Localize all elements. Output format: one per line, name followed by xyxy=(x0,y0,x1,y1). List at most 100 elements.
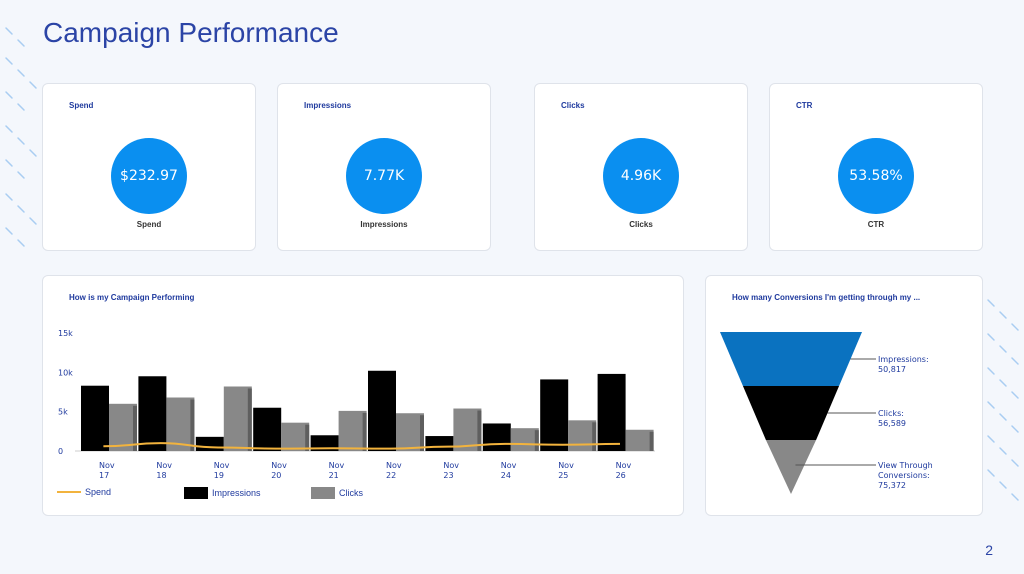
clicks-bar-edge xyxy=(649,431,654,451)
funnel-stage-value: 75,372 xyxy=(878,481,906,490)
legend-label: Clicks xyxy=(339,488,363,498)
x-tick-label-month: Nov xyxy=(271,461,287,470)
kpi-caption: CTR xyxy=(867,220,885,229)
kpi-value-circle: 53.58% xyxy=(838,138,914,214)
impressions-bar xyxy=(138,376,167,451)
y-tick-label: 5k xyxy=(58,408,68,417)
kpi-card-spend: Spend $232.97 Spend xyxy=(42,83,256,251)
x-tick-label-month: Nov xyxy=(329,461,345,470)
impressions-bar xyxy=(253,407,282,451)
legend-item-impressions[interactable]: Impressions xyxy=(184,487,261,499)
funnel-stage-label: Impressions: xyxy=(878,355,929,364)
impressions-bar xyxy=(540,379,569,451)
legend-swatch-box xyxy=(184,487,208,499)
decorative-dash-pattern-right xyxy=(987,299,1019,501)
x-tick-label-day: 26 xyxy=(616,471,626,480)
kpi-label: Clicks xyxy=(561,101,585,110)
clicks-bar xyxy=(281,422,310,451)
funnel-stage-label: Conversions: xyxy=(878,471,930,480)
clicks-bar xyxy=(453,408,482,451)
kpi-label: Spend xyxy=(69,101,94,110)
clicks-bar xyxy=(568,420,597,451)
x-tick-label-day: 18 xyxy=(156,471,166,480)
x-tick-label-month: Nov xyxy=(443,461,459,470)
legend-item-spend[interactable]: Spend xyxy=(57,487,111,497)
funnel-segment xyxy=(765,440,817,494)
page-number: 2 xyxy=(985,542,993,558)
clicks-bar-edge xyxy=(247,388,252,451)
performance-chart: 05k10k15kNov17Nov18Nov19Nov20Nov21Nov22N… xyxy=(58,329,655,480)
decorative-dash-pattern-left xyxy=(5,27,37,247)
clicks-bar xyxy=(223,386,252,451)
x-tick-label-day: 19 xyxy=(214,471,224,480)
x-tick-label-day: 23 xyxy=(443,471,453,480)
clicks-bar xyxy=(625,429,654,451)
impressions-bar xyxy=(81,385,109,451)
x-tick-label-month: Nov xyxy=(214,461,230,470)
kpi-value-circle: 7.77K xyxy=(346,138,422,214)
clicks-bar-edge xyxy=(305,424,310,451)
legend-label: Spend xyxy=(85,487,112,497)
legend-item-clicks[interactable]: Clicks xyxy=(311,487,363,499)
funnel-chart: Impressions:50,817 Clicks:56,589 View Thro… xyxy=(720,332,933,494)
funnel-segment xyxy=(720,332,862,386)
kpi-card-ctr: CTR 53.58% CTR xyxy=(769,83,983,251)
legend-swatch-box xyxy=(311,487,335,499)
funnel-stage-label: View Through xyxy=(878,461,933,470)
x-tick-label-month: Nov xyxy=(616,461,632,470)
funnel-stage-label: Clicks: xyxy=(878,409,904,418)
funnel-chart-card: How many Conversions I'm getting through… xyxy=(705,275,983,516)
clicks-bar-edge xyxy=(592,422,597,451)
clicks-bar-edge xyxy=(420,415,424,451)
clicks-bar-edge xyxy=(362,412,367,451)
x-tick-label-day: 24 xyxy=(501,471,511,480)
legend-swatch-line xyxy=(57,491,81,493)
spend-line xyxy=(103,442,621,450)
clicks-bar-edge xyxy=(534,430,539,451)
clicks-bar-edge xyxy=(190,399,195,451)
kpi-value-circle: $232.97 xyxy=(111,138,187,214)
funnel-stage-value: 56,589 xyxy=(878,419,906,428)
funnel-stage-value: 50,817 xyxy=(878,365,906,374)
x-tick-label-month: Nov xyxy=(558,461,574,470)
y-tick-label: 15k xyxy=(58,329,73,338)
funnel-segment xyxy=(742,386,840,440)
x-tick-label-day: 20 xyxy=(271,471,281,480)
x-tick-label-month: Nov xyxy=(386,461,402,470)
x-tick-label-day: 17 xyxy=(99,471,109,480)
x-tick-label-month: Nov xyxy=(99,461,115,470)
y-tick-label: 10k xyxy=(58,368,73,377)
x-tick-label-month: Nov xyxy=(156,461,172,470)
kpi-caption: Impressions xyxy=(360,220,408,229)
impressions-bar xyxy=(368,370,396,451)
impressions-bar xyxy=(597,373,626,451)
kpi-value-circle: 4.96K xyxy=(603,138,679,214)
clicks-bar xyxy=(338,410,367,451)
clicks-bar-edge xyxy=(477,410,482,451)
x-tick-label-month: Nov xyxy=(501,461,517,470)
kpi-label: Impressions xyxy=(304,101,352,110)
performance-chart-title: How is my Campaign Performing xyxy=(69,293,195,302)
x-tick-label-day: 25 xyxy=(558,471,568,480)
impressions-bar xyxy=(195,436,224,451)
performance-chart-card: How is my Campaign Performing 0 5k 10k 15k N… xyxy=(42,275,684,516)
legend-label: Impressions xyxy=(212,488,261,498)
page-title: Campaign Performance xyxy=(43,17,339,48)
kpi-card-impressions: Impressions 7.77K Impressions xyxy=(277,83,491,251)
impressions-bar xyxy=(310,435,339,451)
clicks-bar xyxy=(109,403,137,451)
x-tick-label-day: 22 xyxy=(386,471,396,480)
impressions-bar xyxy=(425,436,454,451)
impressions-bar xyxy=(482,423,511,451)
y-tick-label: 0 xyxy=(58,447,63,456)
x-tick-label-day: 21 xyxy=(329,471,339,480)
clicks-bar xyxy=(510,428,539,451)
clicks-bar-edge xyxy=(133,405,137,451)
funnel-chart-title: How many Conversions I'm getting through… xyxy=(732,293,921,302)
kpi-caption: Spend xyxy=(136,220,162,229)
kpi-label: CTR xyxy=(796,101,813,110)
kpi-caption: Clicks xyxy=(629,220,653,229)
kpi-card-clicks: Clicks 4.96K Clicks xyxy=(534,83,748,251)
clicks-bar xyxy=(396,413,424,451)
clicks-bar xyxy=(166,397,195,451)
